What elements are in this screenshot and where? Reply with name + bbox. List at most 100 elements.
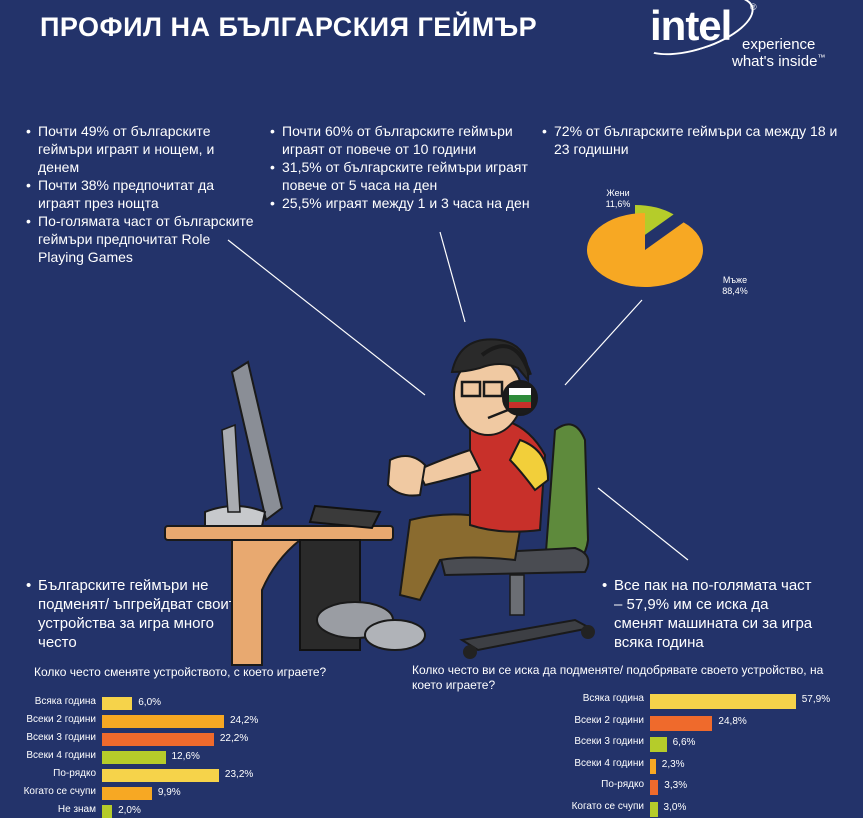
logo-registered-mark: ® <box>750 2 757 12</box>
desk-leg <box>231 539 303 666</box>
facts-middle: Почти 60% от българските геймъри играят … <box>268 122 538 212</box>
fact-item: 31,5% от българските геймъри играят пове… <box>268 158 538 194</box>
bar-value-label: 2,0% <box>118 805 141 816</box>
chair-post <box>509 574 525 616</box>
fact-item: По-голямата част от българските геймъри … <box>24 212 256 266</box>
bar-category-label: По-рядко <box>53 768 96 779</box>
bar-value-label: 3,0% <box>663 801 687 813</box>
logo-tagline-2: what's inside™ <box>732 53 826 70</box>
gamer-legs <box>398 513 522 602</box>
bar-value-label: 3,3% <box>664 780 688 791</box>
bar-category-label: По-рядко <box>601 779 644 790</box>
intel-logo: intel ® experience what's inside™ <box>631 0 847 75</box>
logo-tagline-1: experience <box>742 36 816 53</box>
bar <box>102 805 113 818</box>
fact-item: Почти 49% от българските геймъри играят … <box>24 122 256 176</box>
gamer-sleeve <box>508 438 550 492</box>
logo-wordmark: intel <box>650 2 732 49</box>
fact-item: Почти 38% предпочитат да играят през нощ… <box>24 176 256 212</box>
chair-wheel <box>463 645 477 659</box>
connector-line-bottom-right <box>597 487 689 561</box>
bar <box>650 737 667 752</box>
monitor-stand <box>204 505 267 527</box>
bar <box>102 787 152 800</box>
chair-base <box>459 618 593 652</box>
bar-category-label: Всеки 2 години <box>26 714 96 725</box>
headset-mic <box>487 408 509 420</box>
pie-label-women: Жени 11,6% <box>593 188 643 210</box>
bar-category-label: Всеки 4 години <box>574 757 644 769</box>
bar-value-label: 22,2% <box>219 733 249 744</box>
bar <box>650 801 658 817</box>
bar-category-label: Всеки 2 години <box>574 714 644 726</box>
pie-label-men: Мъже 88,4% <box>710 275 760 297</box>
bar <box>102 697 133 710</box>
bar <box>102 751 166 764</box>
bar-value-label: 6,0% <box>138 697 162 708</box>
chair-wheel <box>581 625 595 639</box>
bar-value-label: 57,9% <box>801 694 831 705</box>
facts-left: Почти 49% от българските геймъри играят … <box>24 122 256 266</box>
bar-category-label: Всяка година <box>34 696 96 707</box>
gamer-shoe <box>364 619 426 651</box>
fact-item: Почти 60% от българските геймъри играят … <box>268 122 538 158</box>
bar-category-label: Когато се счупи <box>571 800 644 812</box>
monitor-neck <box>221 423 241 513</box>
connector-line-middle <box>439 231 466 323</box>
flag-red <box>509 402 531 408</box>
bar-value-label: 6,6% <box>672 737 696 748</box>
bar-value-label: 9,9% <box>157 787 181 798</box>
flag-white <box>509 388 531 395</box>
bar-value-label: 2,3% <box>661 758 685 770</box>
chair-illustration <box>438 423 595 659</box>
bar-category-label: Всеки 4 години <box>26 750 96 761</box>
pie-slice-men <box>587 213 703 287</box>
gender-pie-chart <box>587 205 703 287</box>
page-title: ПРОФИЛ НА БЪЛГАРСКИЯ ГЕЙМЪР <box>40 12 538 42</box>
fact-item: 72% от българските геймъри са между 18 и… <box>540 122 840 158</box>
bar <box>102 769 219 782</box>
pie-label-name: Мъже <box>722 275 748 285</box>
bar-value-label: 24,2% <box>229 715 259 726</box>
keyboard <box>308 504 382 530</box>
pie-label-value: 11,6% <box>605 199 631 209</box>
bar-value-label: 24,8% <box>718 715 747 727</box>
bar <box>650 758 656 774</box>
bar <box>650 780 659 795</box>
connector-line-left <box>227 239 426 396</box>
bar-category-label: Всеки 3 години <box>26 732 96 743</box>
bar <box>102 715 224 728</box>
fact-item: Българските геймъри не подменят/ ъпгрейд… <box>24 576 254 652</box>
fact-item: 25,5% играят между 1 и 3 часа на ден <box>268 194 538 212</box>
bar <box>650 694 796 709</box>
pie-label-name: Жени <box>606 188 630 198</box>
bar <box>102 733 214 746</box>
desk-top <box>164 525 394 541</box>
glasses-lens <box>460 380 482 398</box>
gamer-hair <box>450 338 530 383</box>
bar-category-label: Всяка година <box>582 693 644 704</box>
bar-category-label: Когато се счупи <box>23 786 96 797</box>
headphone-band <box>480 344 532 376</box>
bar <box>650 715 713 731</box>
gamer-illustration <box>316 338 550 651</box>
chart-title-change-frequency: Колко често сменяте устройството, с коет… <box>34 665 327 679</box>
bar-value-label: 23,2% <box>224 769 254 780</box>
gamer-hand <box>386 455 427 497</box>
monitor <box>230 360 284 522</box>
flag-green <box>509 395 531 402</box>
bar-category-label: Не знам <box>57 804 96 815</box>
facts-right: 72% от българските геймъри са между 18 и… <box>540 122 840 158</box>
gamer-arm <box>416 448 482 487</box>
facts-bottom-left: Българските геймъри не подменят/ ъпгрейд… <box>24 576 254 652</box>
connector-line-right <box>564 299 643 386</box>
facts-bottom-right: Все пак на по-голямата част – 57,9% им с… <box>600 576 820 652</box>
fact-item: Все пак на по-голямата част – 57,9% им с… <box>600 576 820 652</box>
bar-category-label: Всеки 3 години <box>574 736 644 747</box>
connector-lines <box>227 231 689 561</box>
bar-value-label: 12,6% <box>171 751 200 762</box>
glasses-lens <box>482 380 504 398</box>
chart-title-upgrade-desire: Колко често ви се иска да подменяте/ под… <box>412 663 824 692</box>
pie-label-value: 88,4% <box>722 286 748 296</box>
